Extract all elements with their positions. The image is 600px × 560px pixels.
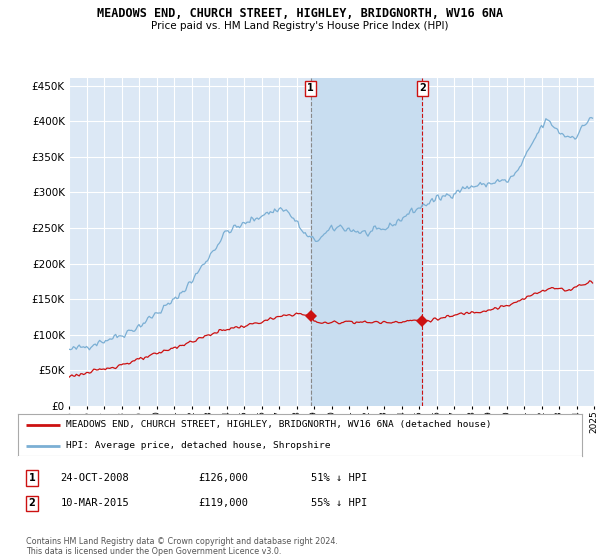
Text: HPI: Average price, detached house, Shropshire: HPI: Average price, detached house, Shro… xyxy=(66,441,331,450)
Bar xyxy=(311,78,422,406)
Text: £119,000: £119,000 xyxy=(199,498,248,508)
Text: Price paid vs. HM Land Registry's House Price Index (HPI): Price paid vs. HM Land Registry's House … xyxy=(151,21,449,31)
Text: 51% ↓ HPI: 51% ↓ HPI xyxy=(311,473,368,483)
Text: MEADOWS END, CHURCH STREET, HIGHLEY, BRIDGNORTH, WV16 6NA (detached house): MEADOWS END, CHURCH STREET, HIGHLEY, BRI… xyxy=(66,421,491,430)
Text: 55% ↓ HPI: 55% ↓ HPI xyxy=(311,498,368,508)
Text: £126,000: £126,000 xyxy=(199,473,248,483)
Text: 1: 1 xyxy=(307,83,314,94)
Text: 1: 1 xyxy=(29,473,35,483)
Text: 2: 2 xyxy=(419,83,426,94)
Text: MEADOWS END, CHURCH STREET, HIGHLEY, BRIDGNORTH, WV16 6NA: MEADOWS END, CHURCH STREET, HIGHLEY, BRI… xyxy=(97,7,503,20)
Text: 2: 2 xyxy=(29,498,35,508)
Text: Contains HM Land Registry data © Crown copyright and database right 2024.
This d: Contains HM Land Registry data © Crown c… xyxy=(26,536,338,556)
Text: 24-OCT-2008: 24-OCT-2008 xyxy=(60,473,129,483)
Text: 10-MAR-2015: 10-MAR-2015 xyxy=(60,498,129,508)
